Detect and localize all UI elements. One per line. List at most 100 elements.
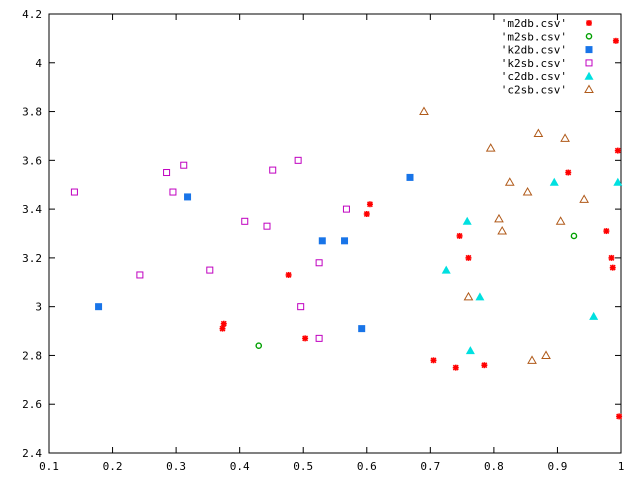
data-point: [463, 291, 474, 301]
data-point: [614, 147, 621, 154]
data-point: [462, 216, 472, 225]
series-m2sbcsv: [255, 232, 578, 349]
data-point: [341, 237, 349, 245]
x-tick-label: 0.9: [548, 460, 568, 473]
data-points: [70, 37, 623, 420]
data-point: [570, 232, 578, 240]
y-tick-label: 4: [35, 57, 42, 70]
x-tick-label: 0.8: [484, 460, 504, 473]
x-axis: 0.1 0.2 0.3 0.4 0.5 0.6 0.7 0.8 0.9 1: [39, 14, 624, 473]
data-point: [285, 271, 292, 278]
x-tick-label: 0.3: [166, 460, 186, 473]
data-point: [494, 213, 504, 223]
data-point: [136, 271, 144, 279]
legend-label: 'k2db.csv': [501, 44, 567, 57]
data-point: [184, 193, 192, 201]
data-point: [504, 177, 515, 186]
y-axis: 2.4 2.6 2.8 3 3.2 3.4 3.6 3.8 4 4.2: [22, 8, 621, 460]
data-point: [465, 346, 475, 355]
data-point: [527, 355, 537, 364]
data-point: [465, 254, 472, 261]
data-point: [363, 210, 370, 217]
data-point: [475, 292, 485, 301]
y-tick-label: 2.8: [22, 349, 42, 362]
legend-marker: [585, 59, 593, 67]
data-point: [565, 169, 572, 176]
data-point: [603, 228, 610, 235]
y-tick-label: 3: [35, 301, 42, 314]
data-point: [358, 325, 366, 333]
data-point: [169, 188, 177, 196]
data-point: [555, 216, 566, 225]
legend-label: 'm2sb.csv': [501, 30, 567, 43]
data-point: [560, 133, 570, 142]
data-point: [206, 266, 214, 274]
data-point: [366, 201, 373, 208]
x-tick-label: 0.4: [230, 460, 250, 473]
y-tick-label: 4.2: [22, 8, 42, 21]
legend-label: 'c2db.csv': [501, 70, 567, 83]
legend-marker: [584, 84, 594, 93]
data-point: [220, 320, 227, 327]
x-tick-label: 0.1: [39, 460, 59, 473]
series-c2dbcsv: [441, 177, 623, 355]
data-point: [269, 166, 277, 174]
legend-marker: [584, 71, 594, 80]
legend-marker: [585, 33, 593, 40]
data-point: [95, 303, 103, 311]
series-k2dbcsv: [95, 173, 414, 333]
data-point: [315, 259, 323, 267]
data-point: [541, 350, 551, 359]
data-point: [616, 413, 623, 420]
data-point: [441, 265, 451, 274]
data-point: [485, 143, 496, 152]
series-m2dbcsv: [219, 37, 623, 420]
data-point: [342, 205, 350, 213]
plot-frame: [48, 13, 622, 454]
x-tick-label: 0.6: [357, 460, 377, 473]
data-point: [456, 232, 463, 239]
y-tick-label: 3.2: [22, 252, 42, 265]
legend-marker: [586, 20, 592, 26]
data-point: [241, 217, 249, 225]
data-point: [219, 325, 226, 332]
data-point: [263, 222, 271, 230]
data-point: [549, 177, 559, 186]
data-point: [608, 254, 615, 261]
data-point: [302, 335, 309, 342]
data-point: [255, 342, 263, 349]
y-tick-label: 3.6: [22, 154, 42, 167]
data-point: [612, 37, 619, 44]
data-point: [406, 173, 414, 181]
data-point: [70, 188, 78, 196]
data-point: [533, 128, 544, 138]
data-point: [318, 237, 326, 245]
legend: 'm2db.csv''m2sb.csv''k2db.csv''k2sb.csv'…: [501, 17, 594, 97]
data-point: [430, 357, 437, 364]
series-k2sbcsv: [70, 156, 350, 342]
data-point: [419, 106, 429, 116]
y-tick-label: 3.4: [22, 203, 42, 216]
data-point: [579, 194, 589, 203]
series-c2sbcsv: [419, 106, 589, 364]
y-tick-label: 3.8: [22, 106, 42, 119]
x-tick-label: 0.7: [420, 460, 440, 473]
data-point: [315, 334, 323, 342]
legend-marker: [585, 46, 593, 54]
data-point: [481, 362, 488, 369]
data-point: [297, 303, 305, 311]
data-point: [163, 169, 171, 177]
data-point: [497, 226, 508, 235]
x-tick-label: 0.5: [293, 460, 313, 473]
data-point: [589, 311, 599, 320]
data-point: [452, 364, 459, 371]
legend-label: 'm2db.csv': [501, 17, 567, 30]
data-point: [609, 264, 616, 271]
data-point: [613, 177, 623, 186]
data-point: [294, 156, 302, 164]
legend-label: 'k2sb.csv': [501, 57, 567, 70]
y-tick-label: 2.6: [22, 398, 42, 411]
y-tick-label: 2.4: [22, 447, 42, 460]
data-point: [180, 161, 188, 169]
